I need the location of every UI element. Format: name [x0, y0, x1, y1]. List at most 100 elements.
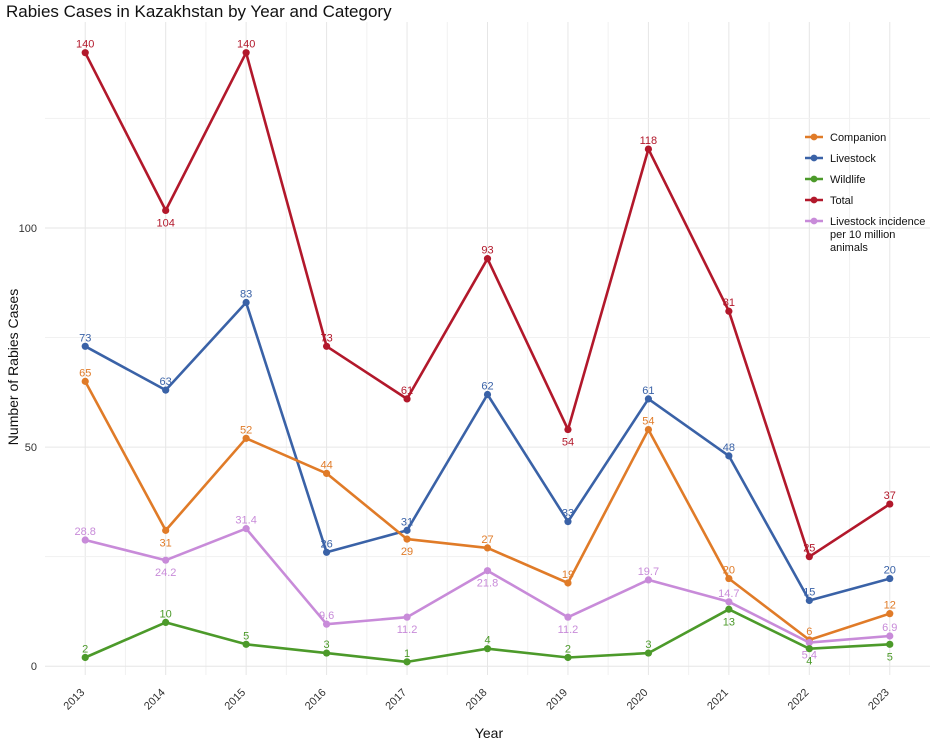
- data-point: [725, 307, 733, 315]
- data-label: 6: [806, 626, 812, 638]
- y-tick-label: 50: [25, 442, 37, 454]
- data-label: 73: [79, 332, 91, 344]
- x-tick-label: 2015: [222, 687, 248, 713]
- legend-label: Wildlife: [830, 174, 865, 186]
- data-label: 13: [723, 616, 735, 628]
- legend-key-point: [810, 196, 818, 204]
- legend-item: Livestock: [805, 153, 876, 165]
- data-label: 52: [240, 424, 252, 436]
- data-label: 27: [481, 534, 493, 546]
- data-label: 3: [324, 639, 330, 651]
- data-label: 25: [803, 543, 815, 555]
- legend-item: Total: [805, 195, 853, 207]
- data-label: 44: [320, 459, 332, 471]
- x-tick-label: 2014: [142, 687, 168, 713]
- legend-item: Companion: [805, 132, 886, 144]
- data-label: 21.8: [477, 578, 498, 590]
- data-point: [81, 49, 89, 57]
- x-tick-label: 2021: [705, 687, 731, 713]
- data-label: 3: [645, 639, 651, 651]
- chart-title: Rabies Cases in Kazakhstan by Year and C…: [6, 2, 392, 21]
- data-label: 12: [884, 600, 896, 612]
- data-label: 5: [243, 630, 249, 642]
- data-point: [886, 574, 894, 583]
- data-label: 62: [481, 381, 493, 393]
- x-tick-label: 2018: [464, 687, 490, 713]
- x-tick-label: 2016: [303, 687, 329, 713]
- data-point: [81, 377, 89, 385]
- data-point: [805, 645, 813, 653]
- data-label: 5: [887, 651, 893, 663]
- data-label: 48: [723, 442, 735, 454]
- data-point: [322, 469, 331, 478]
- data-point: [242, 298, 250, 307]
- series-group: [81, 49, 894, 666]
- data-label: 24.2: [155, 567, 176, 579]
- legend-label: Total: [830, 195, 853, 207]
- data-point: [564, 613, 572, 621]
- legend: Companion Livestock Wildlife Total Livestock…: [805, 132, 925, 254]
- data-label: 2: [82, 643, 88, 655]
- data-point: [483, 544, 492, 552]
- data-label: 81: [723, 297, 735, 309]
- data-point: [564, 653, 572, 662]
- data-point: [162, 206, 170, 215]
- data-label: 29: [401, 546, 413, 558]
- data-label: 1: [404, 648, 410, 660]
- data-label: 20: [723, 565, 735, 577]
- data-label: 11.2: [558, 624, 579, 636]
- data-label: 63: [160, 376, 172, 388]
- data-point: [403, 526, 411, 534]
- data-label: 28.8: [75, 526, 96, 538]
- legend-label: Livestock incidence per 10 million animals: [830, 216, 925, 254]
- data-label: 14.7: [718, 588, 739, 600]
- data-point: [644, 576, 653, 584]
- data-point: [644, 425, 653, 434]
- legend-key-point: [810, 217, 818, 225]
- x-tick-label: 2023: [866, 687, 892, 713]
- data-label: 140: [237, 39, 255, 51]
- data-point: [81, 653, 89, 662]
- data-label: 15: [803, 586, 815, 598]
- y-tick-label: 0: [31, 661, 37, 673]
- y-tick-label: 100: [19, 223, 37, 235]
- grid: [45, 22, 930, 675]
- data-point: [81, 536, 89, 544]
- x-tick-label: 2017: [383, 687, 409, 713]
- data-label: 19: [562, 569, 574, 581]
- data-point: [644, 395, 653, 403]
- data-label: 31: [160, 537, 172, 549]
- data-point: [725, 574, 733, 583]
- data-point: [886, 500, 894, 508]
- legend-key-point: [810, 175, 818, 183]
- data-label: 54: [642, 416, 654, 428]
- data-label: 26: [320, 538, 332, 550]
- data-label: 37: [884, 490, 896, 502]
- data-labels: 1401041407361935411881253773638326316233…: [75, 39, 898, 668]
- data-label: 9.6: [319, 610, 334, 622]
- data-point: [403, 658, 411, 666]
- data-label: 73: [320, 332, 332, 344]
- data-point: [162, 526, 170, 534]
- data-point: [483, 567, 492, 575]
- legend-label: Livestock: [830, 153, 876, 165]
- x-tick-label: 2019: [544, 687, 570, 713]
- data-label: 93: [481, 245, 493, 257]
- data-point: [564, 425, 572, 434]
- data-point: [483, 645, 492, 653]
- legend-item: Livestock incidence per 10 million animals: [805, 216, 925, 254]
- data-point: [725, 598, 733, 606]
- data-label: 11.2: [397, 624, 418, 636]
- x-tick-label: 2022: [786, 687, 812, 713]
- data-label: 6.9: [882, 622, 897, 634]
- data-point: [725, 605, 733, 613]
- data-point: [403, 535, 411, 543]
- data-label: 140: [76, 39, 94, 51]
- data-point: [242, 434, 250, 442]
- data-point: [162, 618, 170, 627]
- data-point: [162, 556, 170, 564]
- legend-key-point: [810, 154, 818, 162]
- data-point: [886, 640, 894, 648]
- data-point: [483, 255, 492, 263]
- data-point: [886, 610, 894, 618]
